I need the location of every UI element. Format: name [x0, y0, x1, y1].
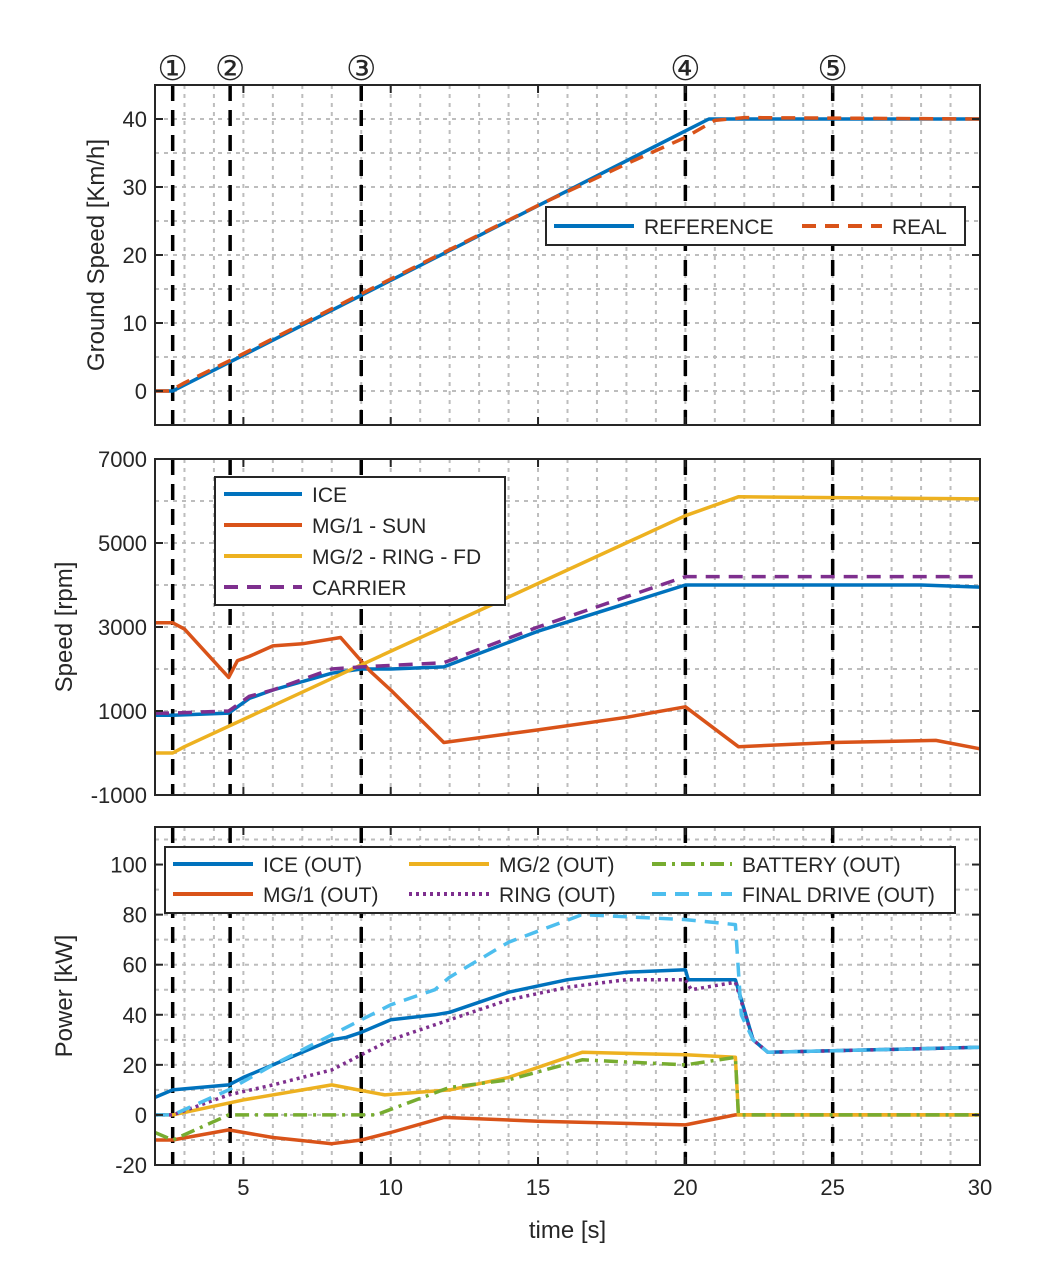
chart-panel-1: 0 10 20 30 40 Ground Speed [Km/h] REFERENCE REA…: [83, 84, 981, 426]
legend-label: RING (OUT): [499, 884, 616, 907]
legend-label: MG/2 (OUT): [499, 854, 615, 877]
event-marker-label: ①: [157, 49, 187, 89]
event-marker-label: ⑤: [817, 49, 847, 89]
x-tick-label: 15: [526, 1175, 550, 1200]
series-line-real: [155, 115, 981, 393]
x-axis-label: time [s]: [529, 1217, 606, 1244]
x-tick-label: 25: [820, 1175, 844, 1200]
series-line-final-drive-out-: [155, 912, 981, 1117]
series-line-mg-1-sun: [155, 621, 981, 751]
series-line-ring-out-: [155, 977, 981, 1117]
legend-label: ICE (OUT): [263, 854, 362, 877]
series-line-ice-out-: [154, 967, 981, 1100]
y-tick-label: 80: [123, 903, 147, 928]
legend-box: [164, 846, 956, 914]
x-tick-label: 5: [237, 1175, 249, 1200]
y-axis-label: Speed [rpm]: [51, 562, 78, 693]
y-tick-label: 5000: [98, 531, 147, 556]
legend-label: MG/2 - RING - FD: [312, 546, 481, 569]
y-axis-label: Power [kW]: [51, 935, 78, 1058]
chart-panel-3: 5 10 15 20 25 30 -20 0 20 40 60 80 100 Power [kW] time…: [51, 826, 992, 1244]
y-tick-label: 7000: [98, 447, 147, 472]
y-tick-label: -20: [115, 1153, 147, 1178]
y-tick-label: 1000: [98, 699, 147, 724]
legend-box: [214, 476, 506, 606]
axes-box: [154, 826, 981, 1166]
y-tick-label: 10: [123, 311, 147, 336]
legend-label: REAL: [892, 216, 947, 239]
event-marker-label: ②: [215, 49, 245, 89]
series-line-mg-1-out-: [155, 1113, 980, 1146]
y-tick-label: 3000: [98, 615, 147, 640]
y-tick-label: 60: [123, 953, 147, 978]
y-tick-label: 20: [123, 243, 147, 268]
legend-label: MG/1 (OUT): [263, 884, 379, 907]
legend-label: REFERENCE: [644, 216, 774, 239]
legend-label: FINAL DRIVE (OUT): [742, 884, 935, 907]
y-tick-label: -1000: [91, 783, 147, 808]
legend-label: BATTERY (OUT): [742, 854, 901, 877]
y-tick-label: 30: [123, 175, 147, 200]
y-axis-label: Ground Speed [Km/h]: [83, 139, 110, 371]
x-tick-label: 10: [378, 1175, 402, 1200]
event-marker-label: ③: [346, 49, 376, 89]
legend: ICE (OUT) MG/1 (OUT) MG/2 (OUT) RING (OUT) B…: [164, 846, 956, 914]
y-tick-label: 100: [110, 853, 147, 878]
y-tick-label: 20: [123, 1053, 147, 1078]
legend: REFERENCE REAL: [545, 206, 966, 246]
x-tick-label: 20: [673, 1175, 697, 1200]
y-tick-label: 0: [135, 1103, 147, 1128]
series-line-mg-2-out-: [155, 1050, 980, 1117]
y-tick-label: 0: [135, 379, 147, 404]
chart-panel-2: -1000 1000 3000 5000 7000 Speed [rpm] ICE MG/1 …: [51, 447, 981, 808]
legend-label: CARRIER: [312, 577, 407, 600]
y-tick-label: 40: [123, 1003, 147, 1028]
y-tick-label: 40: [123, 107, 147, 132]
legend-label: MG/1 - SUN: [312, 515, 426, 538]
legend-label: ICE: [312, 484, 347, 507]
series-line-mg-2-ring-fd: [155, 495, 981, 755]
event-marker-label: ④: [670, 49, 700, 89]
series-line-battery-out-: [154, 1055, 980, 1142]
legend: ICE MG/1 - SUN MG/2 - RING - FD CARRIER: [214, 476, 506, 606]
series-line-carrier: [155, 574, 980, 715]
x-tick-label: 30: [968, 1175, 992, 1200]
grid: [155, 84, 981, 425]
